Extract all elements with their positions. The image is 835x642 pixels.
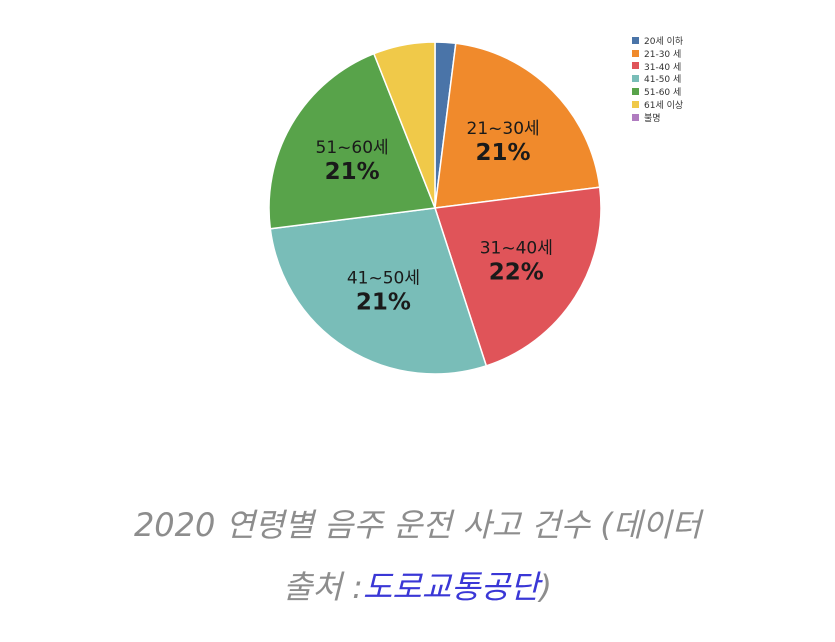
pie-slice-2 — [434, 186, 602, 367]
legend-label-1: 21-30 세 — [644, 49, 682, 60]
legend-swatch-5 — [632, 100, 639, 108]
legend-swatch-3 — [632, 75, 639, 83]
legend-label-2: 31-40 세 — [644, 62, 682, 73]
legend-label-4: 51-60 세 — [644, 88, 682, 99]
slice-percent-label-1: 21% — [476, 140, 531, 166]
slice-percent-label-3: 21% — [356, 289, 411, 315]
legend-label-6: 불명 — [644, 113, 661, 124]
caption-source-prefix: 출처 : — [283, 568, 363, 606]
pie-slice-1 — [434, 42, 601, 209]
legend-label-0: 20세 이하 — [644, 36, 684, 47]
pie-slice-5 — [372, 41, 436, 209]
slice-range-label-1: 21~30세 — [467, 119, 540, 139]
caption-line-2: 출처 :도로교통공단) — [0, 562, 835, 608]
caption-text: 2020 연령별 음주 운전 사고 건수 (데이터 — [133, 506, 702, 544]
legend-item-3: 41-50 세 — [632, 72, 683, 85]
legend-item-2: 31-40 세 — [632, 60, 683, 73]
legend-item-4: 51-60 세 — [632, 85, 683, 98]
legend-swatch-6 — [632, 113, 639, 121]
legend-item-0: 20세 이하 — [632, 34, 683, 47]
legend-swatch-2 — [632, 62, 639, 70]
slice-percent-label-2: 22% — [489, 260, 544, 286]
legend: 20세 이하 21-30 세 31-40 세 41-50 세 51-60 세 61세 이상… — [632, 34, 683, 124]
slice-percent-label-4: 21% — [325, 159, 380, 185]
legend-item-6: 불명 — [632, 111, 683, 124]
slice-range-label-2: 31~40세 — [480, 239, 553, 259]
caption-line-1: 2020 연령별 음주 운전 사고 건수 (데이터 — [0, 500, 835, 546]
legend-swatch-4 — [632, 88, 639, 96]
slice-range-label-4: 51~60세 — [316, 138, 389, 158]
source-link[interactable]: 도로교통공단 — [362, 568, 540, 606]
legend-label-5: 61세 이상 — [644, 100, 684, 111]
pie-slice-4 — [268, 52, 437, 230]
slice-range-label-3: 41~50세 — [347, 268, 420, 288]
legend-swatch-1 — [632, 49, 639, 57]
legend-swatch-0 — [632, 36, 639, 44]
caption-source-suffix: ) — [539, 568, 552, 606]
legend-item-1: 21-30 세 — [632, 47, 683, 60]
pie-slice-3 — [269, 207, 488, 375]
legend-item-5: 61세 이상 — [632, 98, 683, 111]
legend-label-3: 41-50 세 — [644, 75, 682, 86]
